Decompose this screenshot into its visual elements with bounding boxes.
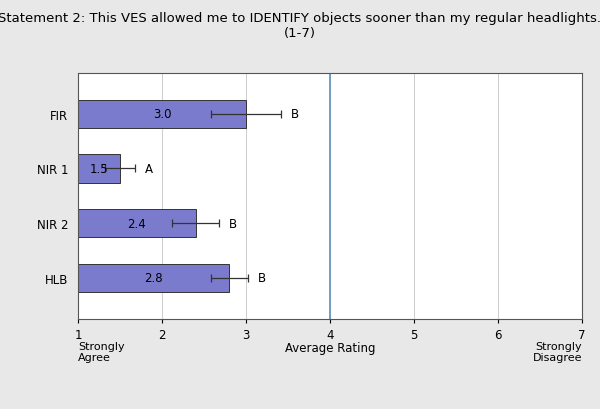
Text: B: B	[229, 217, 238, 230]
Text: 3.0: 3.0	[153, 108, 171, 121]
Text: Strongly
Agree: Strongly Agree	[78, 341, 125, 362]
Text: A: A	[145, 162, 153, 175]
Bar	[78, 264, 229, 292]
Bar	[78, 100, 246, 129]
Text: 2.8: 2.8	[144, 272, 163, 285]
Text: B: B	[292, 108, 299, 121]
Bar	[78, 155, 120, 183]
Text: Average Rating: Average Rating	[285, 341, 375, 354]
Text: Strongly
Disagree: Strongly Disagree	[533, 341, 582, 362]
Text: Statement 2: This VES allowed me to IDENTIFY objects sooner than my regular head: Statement 2: This VES allowed me to IDEN…	[0, 12, 600, 40]
Text: 1.5: 1.5	[89, 162, 109, 175]
Text: 2.4: 2.4	[127, 217, 146, 230]
Bar	[78, 209, 196, 238]
Text: B: B	[258, 272, 266, 285]
